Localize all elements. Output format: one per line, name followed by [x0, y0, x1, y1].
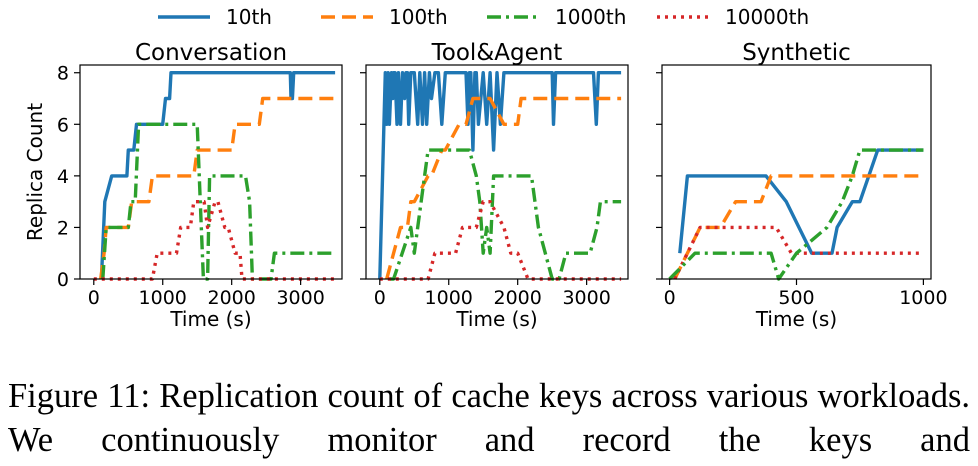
series-line-10th — [99, 70, 336, 280]
legend-label: 100th — [389, 5, 448, 29]
series-group — [668, 148, 924, 281]
y-tick-label: 4 — [57, 166, 69, 188]
x-axis-label: Time (s) — [455, 307, 537, 331]
y-tick-label: 8 — [57, 63, 69, 85]
x-tick-label: 2000 — [208, 287, 256, 309]
x-axis-label: Time (s) — [755, 307, 837, 331]
legend-label: 1000th — [555, 5, 626, 29]
x-tick-label: 0 — [664, 287, 676, 309]
x-tick-label: 500 — [778, 287, 814, 309]
x-axis-label: Time (s) — [169, 307, 251, 331]
y-tick-label: 6 — [57, 114, 69, 136]
chart-panels: 0 1000 2000 3000 0 2 4 6 8 Conversation Time (s) Re… — [23, 40, 948, 331]
series-line-10000th — [379, 199, 622, 281]
plot-frame — [365, 64, 629, 280]
x-tick-label: 0 — [88, 287, 100, 309]
panel-1: 0 1000 2000 3000 0 2 4 6 8 Conversation Time (s) Re… — [23, 40, 343, 331]
legend-item-10000th: 10000th — [657, 5, 809, 29]
panel-title: Synthetic — [742, 40, 851, 66]
x-tick-label: 0 — [374, 287, 386, 309]
series-line-100th — [99, 96, 336, 280]
series-line-100th — [673, 174, 924, 280]
panel-2: 0 1000 2000 3000 Tool&Agent Time (s) — [360, 40, 629, 331]
panel-3: 0 500 1000 Synthetic Time (s) — [656, 40, 948, 331]
legend: 10th 100th 1000th 10000th — [158, 5, 809, 29]
x-tick-label: 1000 — [899, 287, 947, 309]
legend-label: 10th — [226, 5, 272, 29]
plot-frame — [79, 64, 343, 280]
series-group — [378, 70, 622, 281]
x-tick-label: 3000 — [562, 287, 610, 309]
legend-item-100th: 100th — [321, 5, 448, 29]
x-tick-label: 2000 — [494, 287, 542, 309]
plot-frame — [661, 64, 932, 280]
series-line-10th — [378, 70, 622, 280]
panel-title: Tool&Agent — [431, 40, 563, 66]
series-line-1000th — [668, 148, 924, 281]
series-line-10000th — [673, 225, 924, 280]
x-tick-label: 1000 — [139, 287, 187, 309]
figure-caption: Figure 11: Replication count of cache ke… — [8, 377, 970, 459]
series-line-1000th — [390, 148, 622, 281]
y-tick-label: 2 — [57, 217, 69, 239]
series-line-100th — [385, 96, 622, 280]
panel-title: Conversation — [135, 40, 287, 66]
legend-item-10th: 10th — [158, 5, 272, 29]
y-tick-label: 0 — [57, 269, 69, 291]
legend-item-1000th: 1000th — [487, 5, 626, 29]
series-group — [93, 70, 336, 281]
series-line-10th — [678, 148, 924, 255]
y-axis-label: Replica Count — [23, 103, 47, 241]
series-line-10000th — [93, 199, 336, 281]
legend-label: 10000th — [725, 5, 809, 29]
x-tick-label: 1000 — [425, 287, 473, 309]
x-tick-label: 3000 — [276, 287, 324, 309]
